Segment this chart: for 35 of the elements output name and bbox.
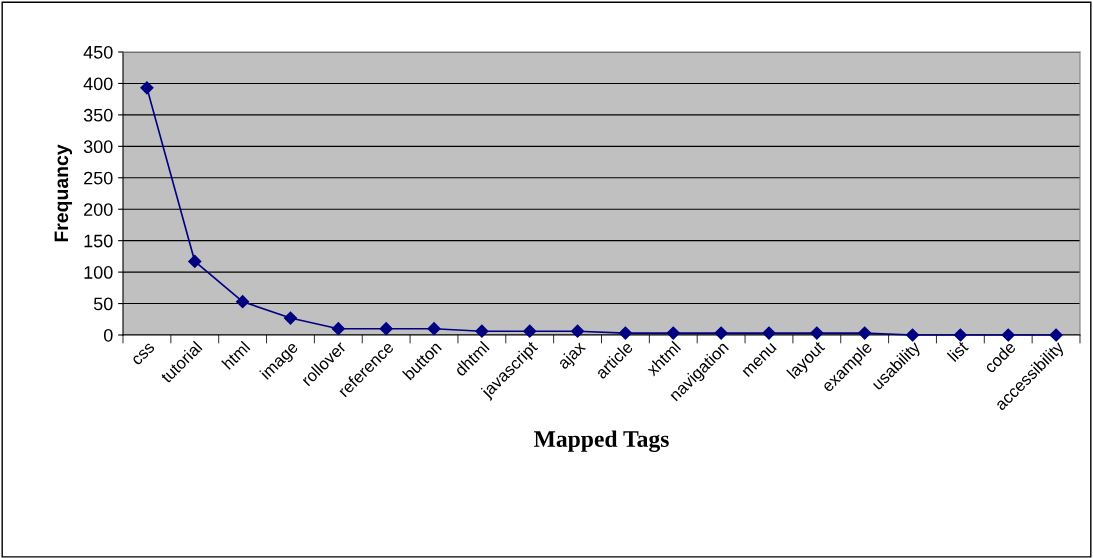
y-tick-label: 150 xyxy=(84,234,113,248)
point xyxy=(570,324,585,338)
point xyxy=(953,328,967,342)
y-tick-label: 350 xyxy=(83,108,113,122)
point xyxy=(666,326,680,340)
point xyxy=(236,295,250,309)
point xyxy=(858,326,872,340)
point xyxy=(1049,328,1063,342)
point xyxy=(427,322,441,336)
x-axis-title: Mapped Tags xyxy=(533,430,669,452)
x-tick-label: css xyxy=(131,342,156,366)
y-tick-label: 0 xyxy=(103,328,113,342)
y-tick-label: 250 xyxy=(84,171,113,185)
point xyxy=(283,311,298,325)
point xyxy=(379,322,393,336)
y-tick-label: 50 xyxy=(93,297,113,311)
point xyxy=(188,254,202,269)
point xyxy=(140,81,154,95)
x-tick-label: list xyxy=(946,339,969,363)
point xyxy=(475,324,489,338)
y-tick-label: 400 xyxy=(83,77,113,91)
point xyxy=(905,328,920,342)
point xyxy=(331,322,345,336)
y-tick-label: 200 xyxy=(84,203,113,216)
x-tick-label: ajax xyxy=(556,339,589,372)
point xyxy=(714,326,728,340)
point xyxy=(523,324,537,338)
point xyxy=(618,326,633,340)
y-axis-title: Frequancy xyxy=(54,144,73,242)
point xyxy=(762,326,776,340)
y-tick-label: 300 xyxy=(83,140,113,154)
y-tick-label: 100 xyxy=(84,266,113,279)
y-tick-label: 450 xyxy=(83,45,113,59)
point xyxy=(810,326,824,340)
point xyxy=(1001,328,1015,342)
